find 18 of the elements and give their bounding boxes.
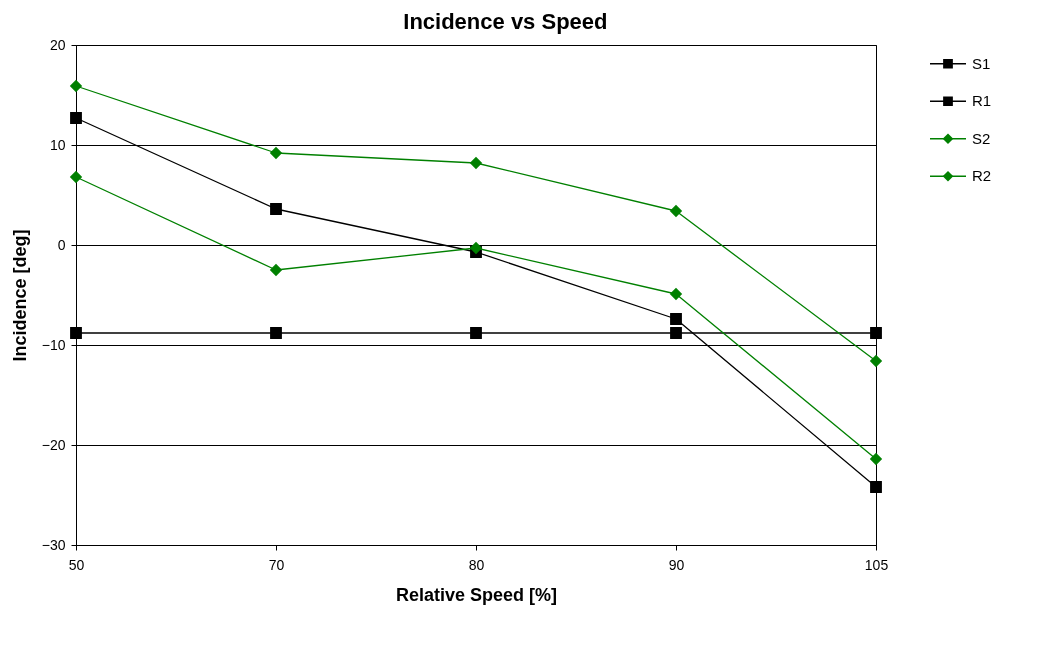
- legend-label: R1: [972, 92, 992, 110]
- x-tick-label: 90: [668, 556, 685, 573]
- y-tick-label: −20: [41, 436, 66, 453]
- chart-title: Incidence vs Speed: [403, 8, 608, 34]
- x-tick-label: 80: [468, 556, 485, 573]
- x-axis-title: Relative Speed [%]: [395, 584, 558, 605]
- y-axis-title: Incidence [deg]: [9, 229, 30, 362]
- x-tick-label: 50: [68, 556, 85, 573]
- y-tick-label: −30: [41, 536, 66, 553]
- y-tick-label: −10: [41, 336, 66, 353]
- x-tick-label: 70: [268, 556, 285, 573]
- legend-label: S2: [972, 129, 991, 147]
- legend-label: R2: [972, 167, 992, 185]
- y-tick-label: 20: [49, 36, 66, 53]
- legend-label: S1: [972, 54, 991, 72]
- y-tick-label: 0: [57, 236, 66, 253]
- y-tick-label: 10: [49, 136, 66, 153]
- x-tick-label: 105: [864, 556, 889, 573]
